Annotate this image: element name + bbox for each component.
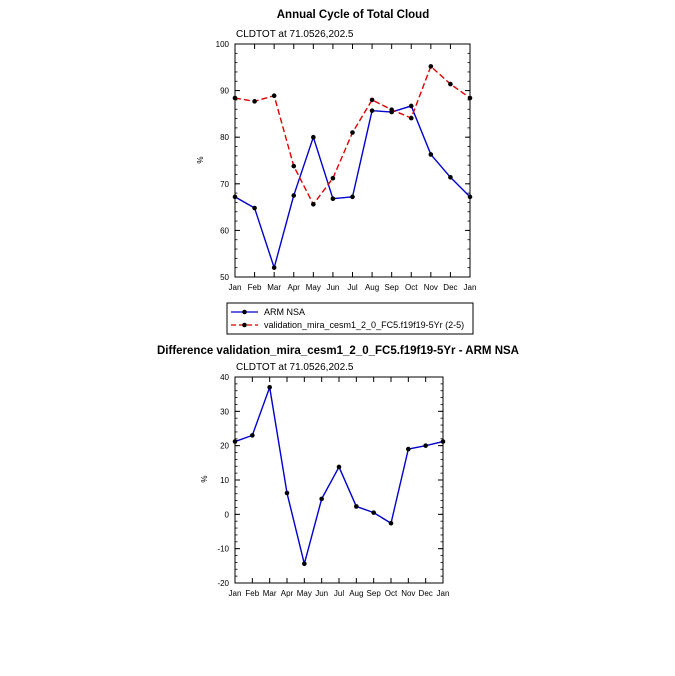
y-tick-label: 50 (220, 273, 229, 282)
data-point (423, 443, 428, 448)
data-point (467, 194, 473, 200)
data-point (369, 97, 375, 103)
data-point (350, 194, 355, 200)
x-tick-label: May (306, 283, 321, 292)
chart-subtitle: CLDTOT at 71.0526,202.5 (236, 29, 354, 40)
data-point (371, 510, 376, 515)
data-point (389, 107, 394, 113)
data-point (330, 175, 336, 181)
x-tick-label: Jul (347, 283, 357, 292)
data-point (311, 134, 316, 140)
x-tick-label: Mar (263, 589, 277, 598)
data-point (408, 115, 414, 121)
series-line-0 (234, 386, 444, 565)
y-tick-label: 80 (220, 133, 229, 142)
y-tick-label: 90 (220, 87, 229, 96)
data-point (302, 561, 307, 567)
data-point (467, 95, 473, 101)
x-tick-label: Apr (281, 589, 294, 598)
data-point (252, 99, 257, 104)
series-line-1 (234, 65, 471, 206)
y-tick-label: 40 (220, 373, 229, 382)
difference-chart: Difference validation_mira_cesm1_2_0_FC5… (157, 345, 519, 598)
chart-subtitle: CLDTOT at 71.0526,202.5 (236, 362, 354, 373)
data-point (388, 520, 394, 526)
data-point (250, 433, 255, 438)
x-tick-label: Jan (437, 589, 450, 598)
data-point (448, 81, 453, 87)
x-tick-label: Aug (365, 283, 379, 292)
legend-marker-model (242, 322, 247, 328)
x-tick-label: Jan (464, 283, 477, 292)
data-point (330, 196, 336, 202)
data-point (354, 504, 359, 509)
x-tick-label: Dec (443, 283, 457, 292)
data-point (336, 464, 342, 470)
x-tick-label: Feb (245, 589, 259, 598)
data-point (232, 194, 238, 200)
x-tick-label: Apr (288, 283, 301, 292)
data-point (271, 265, 277, 270)
data-point (271, 93, 277, 99)
y-tick-label: 30 (220, 407, 229, 416)
y-axis-label: % (196, 156, 205, 163)
chart-title: Difference validation_mira_cesm1_2_0_FC5… (157, 345, 519, 357)
x-tick-label: Jan (229, 283, 242, 292)
data-point (284, 490, 290, 496)
data-point (291, 163, 297, 169)
x-tick-label: Jan (229, 589, 242, 598)
x-tick-label: Nov (424, 283, 438, 292)
x-tick-label: Oct (405, 283, 418, 292)
x-tick-label: Sep (385, 283, 400, 292)
y-tick-label: 60 (220, 226, 229, 235)
data-point (428, 152, 434, 157)
y-tick-label: -20 (217, 579, 229, 588)
data-point (319, 496, 324, 502)
x-tick-label: Dec (419, 589, 433, 598)
y-tick-label: 70 (220, 180, 229, 189)
x-tick-label: Jun (326, 283, 339, 292)
plot-frame (234, 43, 471, 278)
data-point (252, 205, 257, 211)
x-tick-label: Oct (385, 589, 398, 598)
legend-marker-arm-nsa (242, 309, 247, 315)
x-tick-label: Nov (401, 589, 415, 598)
chart-title: Annual Cycle of Total Cloud (277, 9, 429, 21)
chart-legend: ARM NSA validation_mira_cesm1_2_0_FC5.f1… (226, 302, 474, 335)
y-tick-label: 100 (216, 40, 230, 49)
x-tick-label: Jun (315, 589, 328, 598)
series-line-0 (234, 105, 471, 269)
x-tick-label: Mar (267, 283, 281, 292)
data-point (267, 385, 272, 390)
data-point (350, 130, 355, 135)
y-tick-label: 0 (225, 510, 230, 519)
data-point (406, 446, 411, 452)
data-point (291, 193, 297, 198)
legend-label-arm-nsa: ARM NSA (264, 307, 305, 317)
data-point (311, 202, 316, 207)
x-tick-label: May (297, 589, 312, 598)
y-tick-label: -10 (217, 545, 229, 554)
x-tick-label: Aug (349, 589, 363, 598)
data-point (232, 95, 238, 101)
legend-box (226, 302, 474, 335)
legend-label-model: validation_mira_cesm1_2_0_FC5.f19f19-5Yr… (264, 320, 464, 330)
annual-cycle-chart: Annual Cycle of Total Cloud CLDTOT at 71… (196, 9, 476, 292)
plot-frame (234, 376, 444, 584)
y-axis-label: % (200, 475, 209, 482)
y-tick-label: 20 (220, 442, 229, 451)
y-tick-label: 10 (220, 476, 229, 485)
data-point (369, 108, 375, 113)
data-point (232, 439, 238, 444)
x-tick-label: Feb (248, 283, 262, 292)
data-point (448, 174, 453, 180)
x-tick-label: Jul (334, 589, 344, 598)
data-point (440, 439, 446, 444)
data-point (428, 64, 434, 69)
data-point (408, 103, 414, 109)
x-tick-label: Sep (367, 589, 382, 598)
